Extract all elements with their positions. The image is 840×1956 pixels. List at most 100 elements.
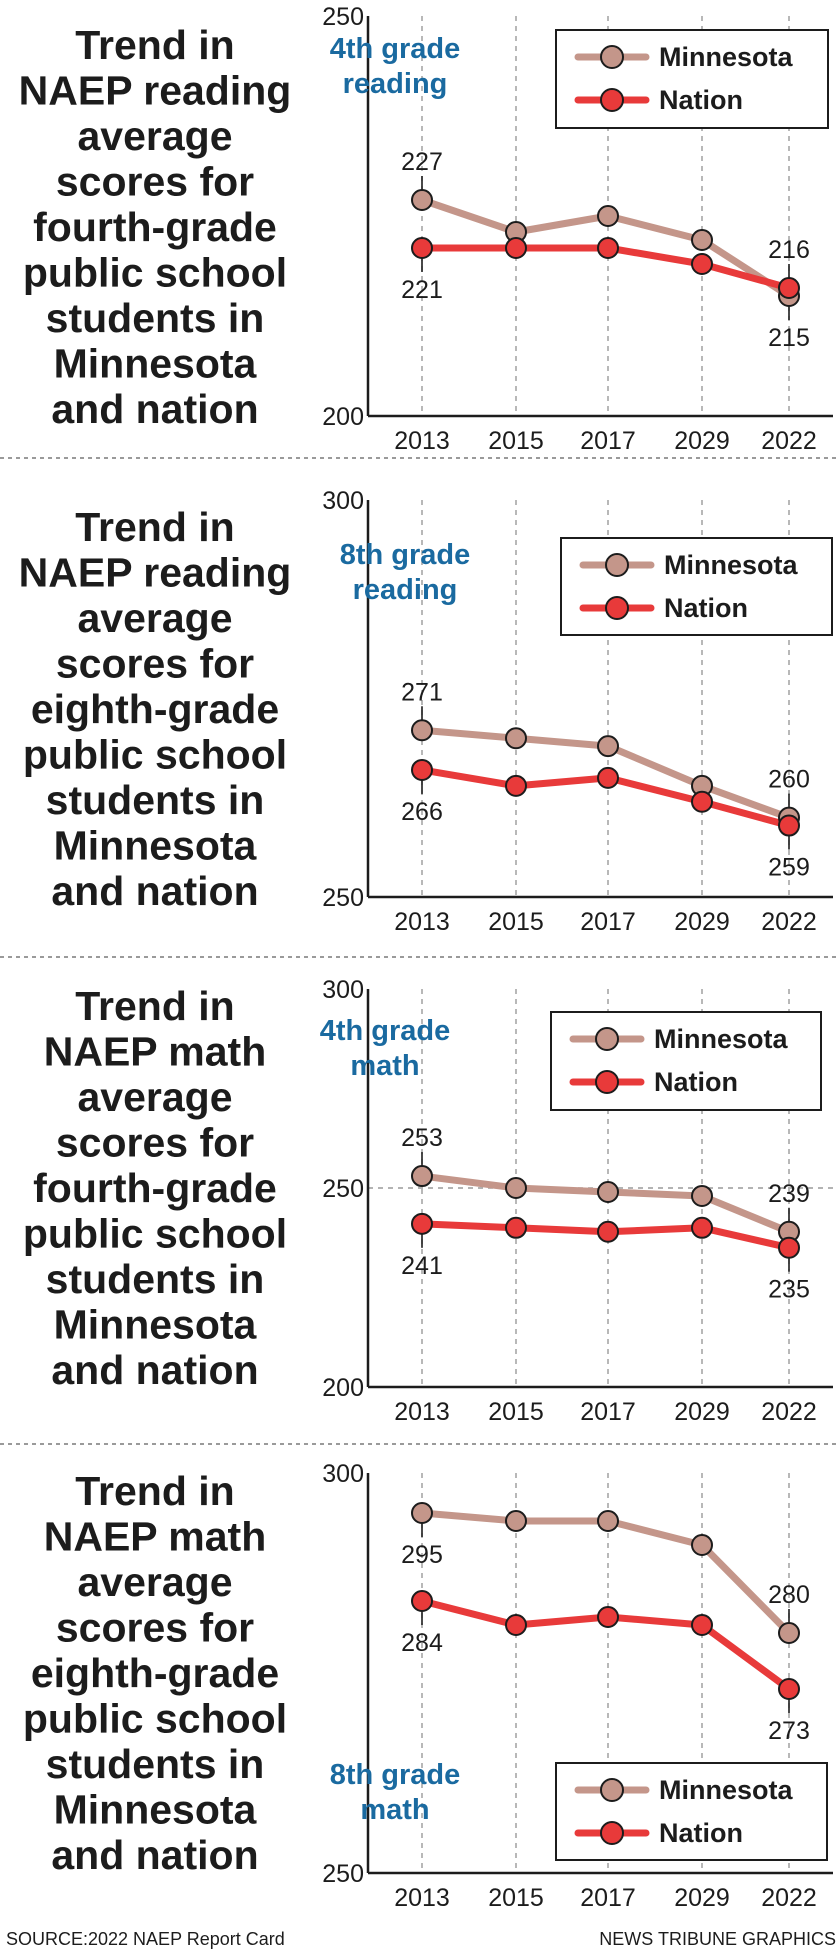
data-point-minnesota — [411, 719, 433, 742]
chart-title-line: reading — [353, 574, 458, 606]
data-point-nation — [778, 814, 800, 837]
data-point-nation — [691, 253, 713, 275]
y-tick-label: 200 — [322, 403, 364, 431]
panel-title-line: scores for — [56, 159, 254, 205]
chart-panel-1: Trend in NAEP reading average scores for fou… — [19, 3, 833, 455]
legend-swatch-marker — [600, 1778, 624, 1802]
data-label: 216 — [768, 236, 810, 264]
data-point-nation — [597, 1220, 619, 1243]
data-point-minnesota — [505, 727, 527, 750]
data-point-nation — [691, 790, 713, 813]
chart-panel-4: Trend in NAEP math average scores for eighth… — [0, 1443, 840, 1912]
x-tick-label: 2015 — [488, 908, 544, 936]
data-label: 235 — [768, 1276, 810, 1304]
legend-label: Nation — [664, 593, 748, 623]
panel-title: Trend in NAEP math average scores for fourth… — [23, 983, 287, 1393]
data-point-minnesota — [505, 1177, 527, 1199]
data-point-nation — [597, 766, 619, 789]
y-tick-label: 300 — [322, 1460, 364, 1488]
chart-title-line: 4th grade — [330, 33, 461, 65]
x-tick-label: 2029 — [674, 908, 730, 936]
data-label: 260 — [768, 766, 810, 794]
data-label: 239 — [768, 1180, 810, 1208]
x-tick-label: 2015 — [488, 427, 544, 455]
legend: Minnesota Nation — [560, 537, 833, 636]
x-tick-label: 2015 — [488, 1398, 544, 1426]
panel-title-line: students in — [46, 777, 265, 823]
panel-title-line: scores for — [56, 1605, 254, 1651]
legend-label: Nation — [659, 85, 743, 115]
chart-title-line: 4th grade — [320, 1015, 451, 1047]
chart-title-line: 8th grade — [330, 1759, 461, 1791]
data-point-minnesota — [597, 1510, 619, 1532]
y-tick-label: 200 — [322, 1374, 364, 1402]
x-tick-label: 2017 — [580, 427, 636, 455]
legend-box — [560, 537, 833, 636]
data-point-nation — [505, 1614, 527, 1636]
data-point-nation — [778, 1236, 800, 1259]
legend: Minnesota Nation — [555, 1762, 828, 1861]
data-point-nation — [411, 1212, 433, 1235]
x-tick-label: 2015 — [488, 1884, 544, 1912]
chart-title-line: math — [360, 1794, 429, 1826]
y-tick-label: 250 — [322, 1860, 364, 1888]
data-point-nation — [691, 1216, 713, 1239]
data-point-nation — [411, 237, 433, 259]
legend-box — [555, 1762, 828, 1861]
y-tick-label: 300 — [322, 487, 364, 515]
legend-label: Nation — [659, 1818, 743, 1848]
data-point-minnesota — [597, 1180, 619, 1203]
panels: Trend in NAEP reading average scores for fou… — [0, 3, 840, 1912]
data-point-nation — [505, 774, 527, 797]
data-label: 227 — [401, 148, 443, 176]
x-tick-label: 2017 — [580, 1398, 636, 1426]
legend-swatch-marker — [595, 1027, 619, 1051]
panel-title-line: students in — [46, 1741, 265, 1787]
data-point-nation — [691, 1614, 713, 1636]
panel-title: Trend in NAEP reading average scores for fou… — [19, 22, 292, 432]
data-point-nation — [505, 237, 527, 259]
data-label: 253 — [401, 1124, 443, 1152]
panel-title-line: public school — [23, 1696, 287, 1742]
legend-label: Minnesota — [659, 1775, 793, 1805]
data-label: 215 — [768, 324, 810, 352]
panel-title-line: and nation — [51, 868, 258, 914]
chart-title-line: reading — [343, 68, 448, 100]
panel-title-line: Trend in — [75, 504, 234, 550]
chart-title-line: 8th grade — [340, 539, 471, 571]
legend-label: Minnesota — [659, 42, 793, 72]
x-tick-label: 2017 — [580, 908, 636, 936]
x-tick-label: 2029 — [674, 1884, 730, 1912]
chart-panel-2: Trend in NAEP reading average scores for eig… — [0, 457, 840, 936]
legend-label: Nation — [654, 1067, 738, 1097]
data-point-nation — [597, 1606, 619, 1628]
data-point-minnesota — [691, 1184, 713, 1207]
x-tick-label: 2022 — [761, 1884, 817, 1912]
x-tick-label: 2022 — [761, 427, 817, 455]
x-tick-label: 2013 — [394, 908, 450, 936]
x-tick-label: 2022 — [761, 1398, 817, 1426]
panel-title-line: scores for — [56, 1120, 254, 1166]
x-tick-label: 2017 — [580, 1884, 636, 1912]
x-tick-label: 2013 — [394, 1884, 450, 1912]
legend-swatch-marker — [595, 1070, 619, 1094]
x-tick-label: 2029 — [674, 427, 730, 455]
legend-swatch-marker — [600, 88, 624, 112]
panel-title-line: Trend in — [75, 22, 234, 68]
legend-swatch-marker — [600, 45, 624, 69]
legend: Minnesota Nation — [555, 29, 829, 129]
chart-title: 8th grade reading — [340, 539, 471, 606]
x-tick-label: 2029 — [674, 1398, 730, 1426]
data-label: 241 — [401, 1252, 443, 1280]
data-point-minnesota — [411, 1502, 433, 1524]
graphics-credit: NEWS TRIBUNE GRAPHICS — [599, 1929, 836, 1949]
panel-title-line: average — [77, 595, 232, 641]
data-label: 273 — [768, 1717, 810, 1745]
data-point-minnesota — [691, 1534, 713, 1556]
chart-title-line: math — [350, 1050, 419, 1082]
panel-title-line: and nation — [51, 1832, 258, 1878]
chart-title: 4th grade math — [320, 1015, 451, 1082]
x-tick-label: 2013 — [394, 1398, 450, 1426]
panel-title-line: students in — [46, 1256, 265, 1302]
panel-title-line: Minnesota — [54, 1302, 258, 1348]
